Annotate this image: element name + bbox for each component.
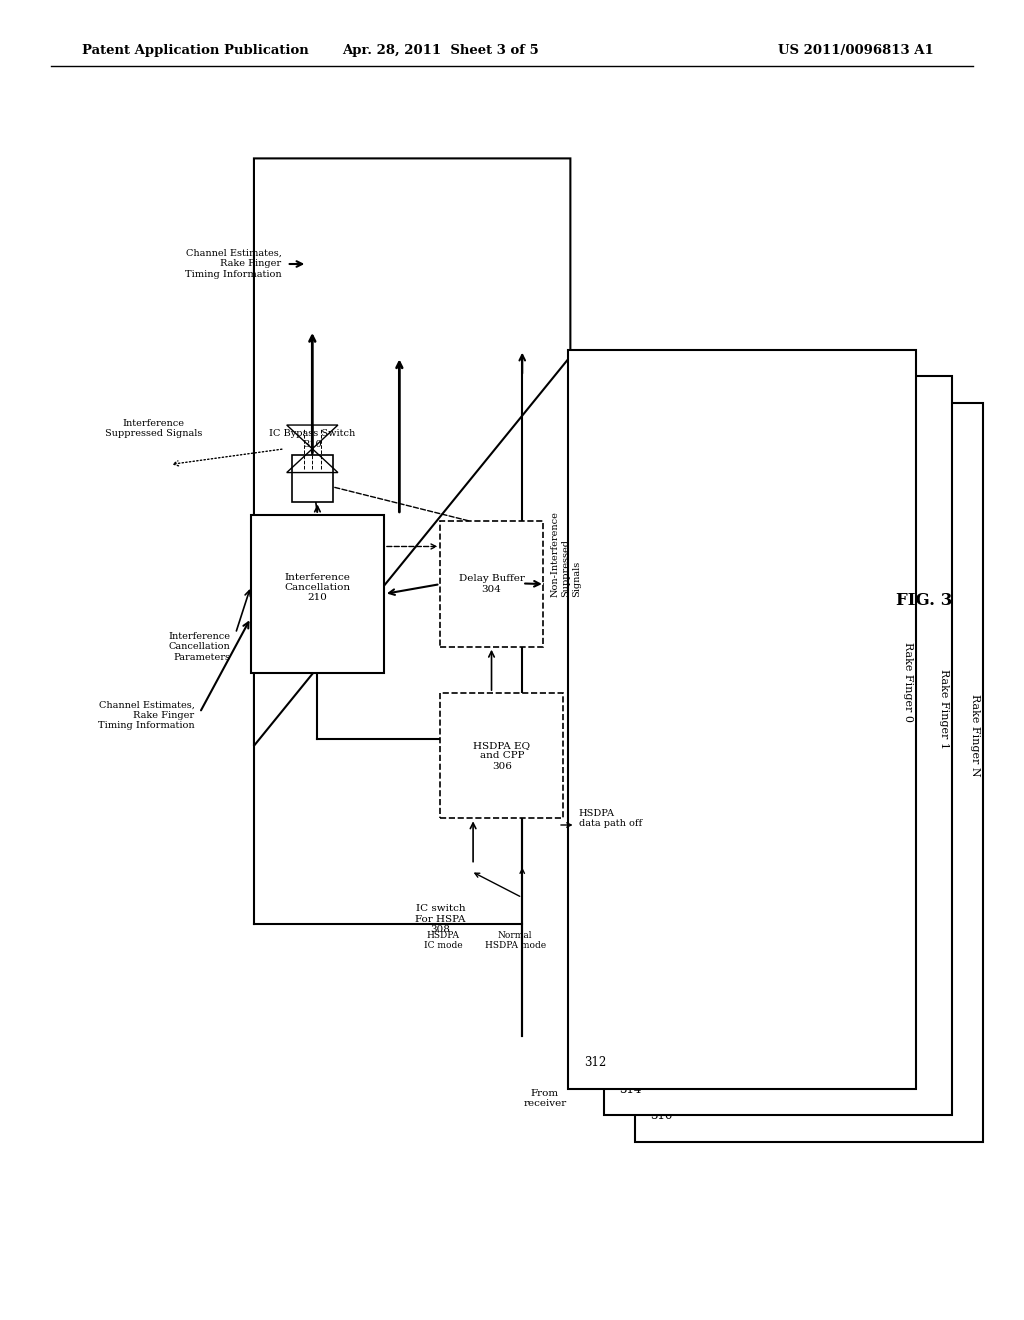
Text: Rake Finger 0: Rake Finger 0 [903, 643, 913, 722]
Text: Patent Application Publication: Patent Application Publication [82, 44, 308, 57]
Text: HSDPA
IC mode: HSDPA IC mode [424, 931, 463, 950]
Text: Channel Estimates,
Rake Finger
Timing Information: Channel Estimates, Rake Finger Timing In… [98, 701, 195, 730]
Text: 314: 314 [620, 1082, 642, 1096]
Polygon shape [440, 693, 563, 818]
Text: Apr. 28, 2011  Sheet 3 of 5: Apr. 28, 2011 Sheet 3 of 5 [342, 44, 539, 57]
Polygon shape [254, 158, 570, 746]
Text: Normal
HSDPA mode: Normal HSDPA mode [484, 931, 546, 950]
Text: IC Bypass Switch
310: IC Bypass Switch 310 [269, 429, 355, 449]
Polygon shape [568, 350, 916, 1089]
Polygon shape [604, 376, 952, 1115]
Polygon shape [292, 455, 333, 502]
Text: Rake Finger 1: Rake Finger 1 [939, 669, 949, 748]
Text: Rake Finger N: Rake Finger N [970, 694, 980, 776]
Text: Interference
Cancellation
210: Interference Cancellation 210 [285, 573, 350, 602]
Text: 312: 312 [584, 1056, 606, 1069]
Text: FIG. 3: FIG. 3 [896, 593, 952, 609]
Text: Non-Interference
Suppressed
Signals: Non-Interference Suppressed Signals [551, 511, 581, 598]
Text: HSDPA EQ
and CPP
306: HSDPA EQ and CPP 306 [473, 741, 530, 771]
Text: Interference
Cancellation
Parameters: Interference Cancellation Parameters [168, 632, 230, 661]
Polygon shape [440, 521, 543, 647]
Text: Delay Buffer
304: Delay Buffer 304 [459, 574, 524, 594]
Text: Channel Estimates,
Rake Finger
Timing Information: Channel Estimates, Rake Finger Timing In… [185, 249, 282, 279]
Text: IC switch
For HSPA
308: IC switch For HSPA 308 [415, 904, 466, 935]
Text: US 2011/0096813 A1: US 2011/0096813 A1 [778, 44, 934, 57]
Text: From
receiver: From receiver [523, 1089, 566, 1109]
Text: Interference
Suppressed Signals: Interference Suppressed Signals [104, 418, 203, 438]
Text: 316: 316 [650, 1109, 673, 1122]
Polygon shape [251, 515, 384, 673]
Polygon shape [635, 403, 983, 1142]
Text: HSDPA
data path off: HSDPA data path off [579, 809, 642, 828]
